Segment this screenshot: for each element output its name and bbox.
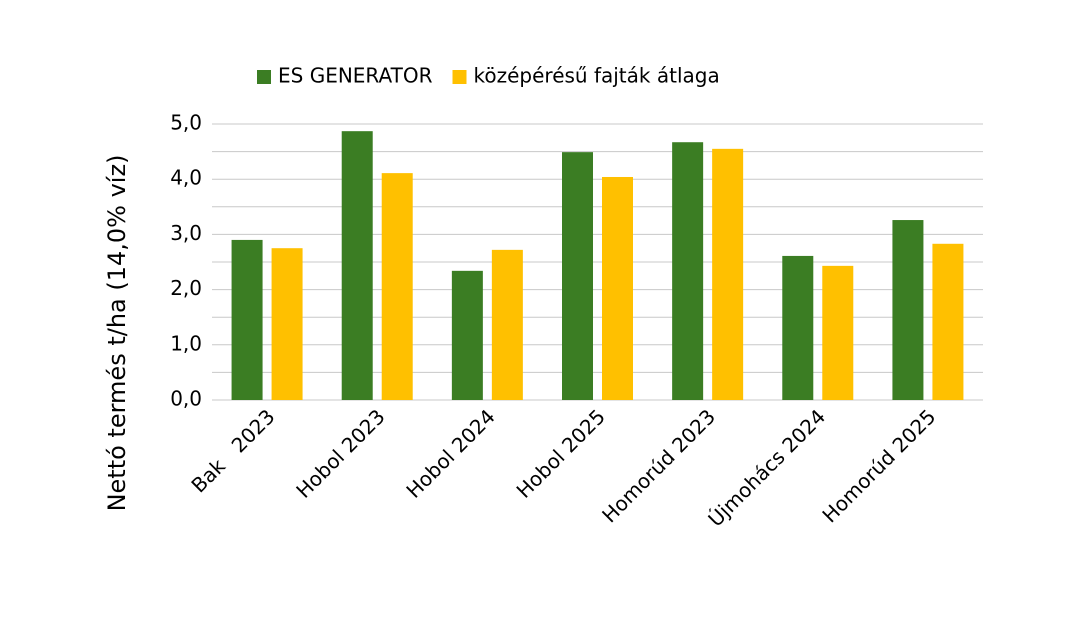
bar	[341, 131, 373, 400]
bar	[672, 142, 704, 400]
bar	[892, 220, 924, 400]
x-tick-label: Homorúd 2025	[817, 404, 940, 527]
bar	[602, 176, 633, 400]
y-tick-label: 3,0	[170, 221, 202, 245]
bar	[231, 239, 263, 400]
bar	[491, 249, 523, 400]
legend-label: ES GENERATOR	[278, 64, 433, 88]
x-tick-label: Újmohács 2024	[703, 404, 830, 531]
legend-swatch	[452, 70, 467, 84]
x-tick-label: Homorúd 2023	[597, 404, 720, 527]
bar	[932, 243, 964, 400]
y-tick-label: 5,0	[170, 111, 202, 135]
bar	[451, 270, 483, 400]
x-tick-label: Bak 2023	[186, 404, 279, 497]
x-tick-label: Hobol 2024	[401, 404, 499, 502]
bar	[712, 148, 744, 400]
y-tick-label: 0,0	[170, 387, 202, 411]
bar	[562, 152, 593, 400]
y-tick-label: 4,0	[170, 166, 202, 190]
y-tick-label: 2,0	[170, 276, 202, 300]
bar	[822, 265, 854, 400]
y-tick-label: 1,0	[170, 331, 202, 355]
bar	[381, 173, 413, 400]
x-tick-label: Hobol 2023	[291, 404, 389, 502]
legend-swatch	[257, 70, 271, 84]
bar	[782, 255, 814, 400]
y-axis-label: Nettó termés t/ha (14,0% víz)	[103, 155, 131, 512]
bar	[271, 248, 303, 400]
legend-label: középérésű fajták átlaga	[474, 64, 720, 88]
x-tick-label: Hobol 2025	[512, 404, 610, 502]
